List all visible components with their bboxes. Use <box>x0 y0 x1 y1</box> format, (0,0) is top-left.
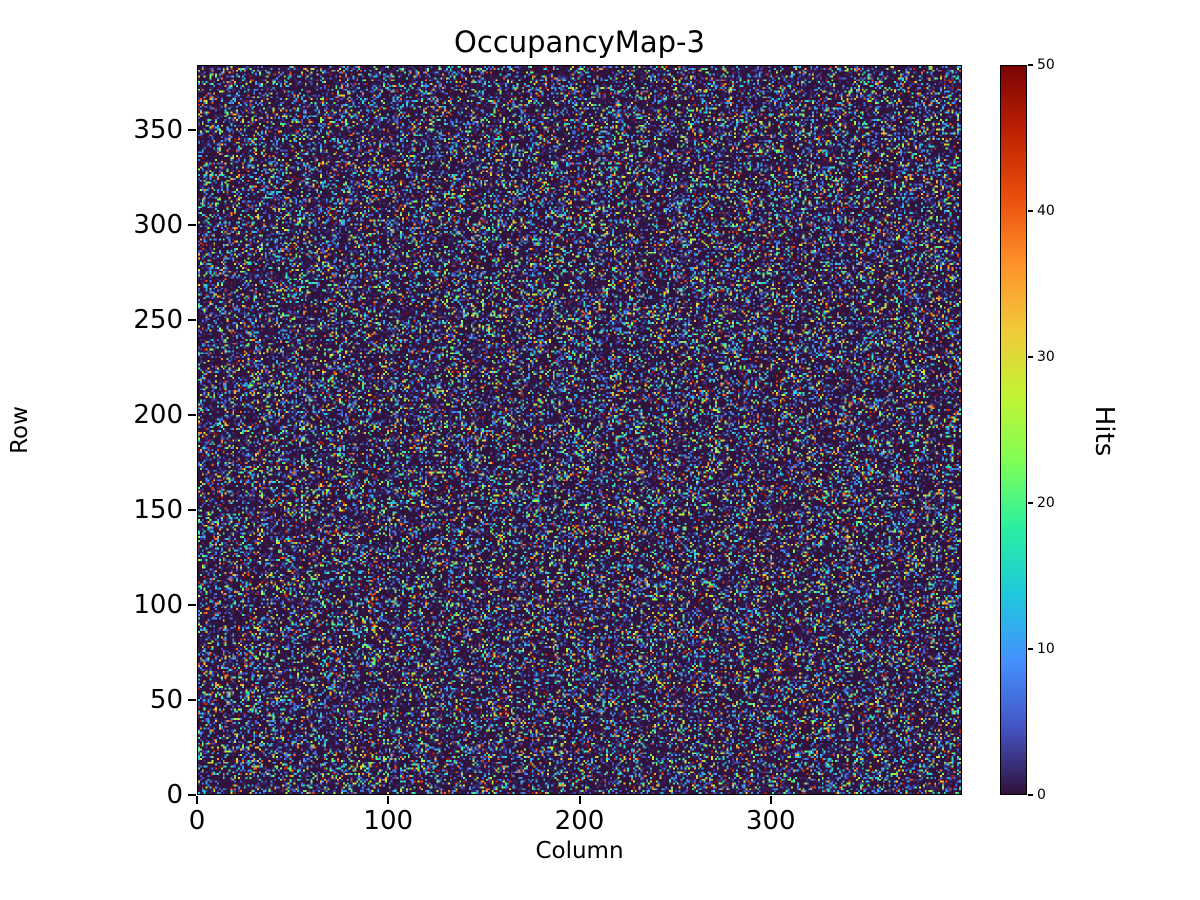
colorbar-tick-label: 30 <box>1037 349 1055 365</box>
x-tick-label: 300 <box>745 806 796 836</box>
x-tick-mark <box>196 796 198 804</box>
colorbar <box>1000 65 1027 795</box>
x-tick-label: 200 <box>554 806 605 836</box>
x-axis-label: Column <box>535 838 624 864</box>
chart-title: OccupancyMap-3 <box>454 25 705 59</box>
colorbar-tick-mark <box>1028 356 1033 358</box>
plot-area <box>197 65 962 795</box>
colorbar-gradient <box>1001 66 1026 794</box>
y-tick-label: 300 <box>133 209 183 240</box>
heatmap-canvas <box>198 66 961 794</box>
y-tick-label: 0 <box>166 780 183 810</box>
y-tick-label: 200 <box>133 399 183 430</box>
colorbar-tick-label: 50 <box>1037 57 1055 73</box>
y-tick-mark <box>188 413 196 416</box>
x-tick-mark <box>387 796 390 804</box>
y-tick-mark <box>188 508 196 511</box>
colorbar-tick-mark <box>1028 210 1033 212</box>
y-tick-label: 150 <box>133 494 183 525</box>
colorbar-tick-label: 0 <box>1037 787 1046 803</box>
y-tick-mark <box>188 794 196 796</box>
y-tick-mark <box>188 318 196 321</box>
y-tick-label: 50 <box>149 684 183 715</box>
y-axis-label: Row <box>7 406 33 454</box>
colorbar-tick-label: 40 <box>1037 203 1055 219</box>
colorbar-tick-label: 20 <box>1037 495 1055 511</box>
x-tick-mark <box>769 796 772 804</box>
colorbar-tick-mark <box>1028 64 1033 66</box>
colorbar-label: Hits <box>1089 405 1119 457</box>
colorbar-tick-mark <box>1028 794 1033 796</box>
x-tick-label: 100 <box>363 806 414 836</box>
y-tick-label: 100 <box>133 589 183 620</box>
colorbar-tick-mark <box>1028 648 1033 650</box>
x-tick-mark <box>578 796 581 804</box>
y-tick-mark <box>188 603 196 606</box>
y-tick-label: 250 <box>133 304 183 335</box>
colorbar-tick-label: 10 <box>1037 641 1055 657</box>
colorbar-tick-mark <box>1028 502 1033 504</box>
y-tick-mark <box>188 128 196 131</box>
y-tick-label: 350 <box>133 114 183 145</box>
x-tick-label: 0 <box>188 806 206 836</box>
y-tick-mark <box>188 698 196 701</box>
y-tick-mark <box>188 223 196 226</box>
